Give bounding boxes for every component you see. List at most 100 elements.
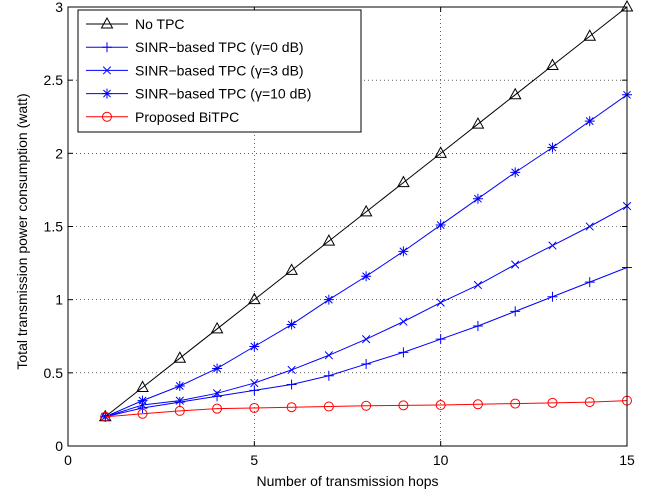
x-tick-label: 10: [433, 452, 449, 468]
data-point: [173, 351, 187, 363]
data-point: [286, 402, 297, 413]
data-point: [324, 351, 334, 360]
data-point: [398, 347, 409, 358]
ticks: 0 5 10 15 0 0.5 1 1.5 2 2.5 3: [44, 0, 635, 468]
legend-item: No TPC: [86, 16, 185, 32]
data-point: [547, 291, 558, 302]
legend-marker: [102, 111, 112, 122]
data-point: [585, 222, 594, 231]
data-point: [249, 402, 260, 413]
y-tick-label: 3: [55, 0, 63, 15]
x-tick-label: 5: [250, 452, 258, 468]
data-point: [174, 397, 185, 408]
data-point: [287, 365, 296, 375]
data-point: [398, 246, 409, 257]
data-point: [136, 380, 149, 392]
data-point: [359, 204, 373, 217]
legend-label: No TPC: [135, 16, 185, 32]
data-point: [510, 167, 521, 178]
series-line: [105, 205, 628, 418]
series-line: [105, 400, 628, 418]
legend-item: SINR−based TPC (γ=3 dB): [86, 62, 304, 78]
y-axis-label: Total transmission power consumption (wa…: [14, 93, 30, 369]
data-point: [472, 193, 483, 204]
data-point: [285, 263, 298, 275]
series-x: [101, 201, 632, 421]
data-point: [436, 298, 445, 307]
series-triangle: [98, 0, 634, 422]
data-point: [361, 335, 371, 344]
series-line: [105, 267, 628, 418]
data-point: [247, 292, 261, 305]
data-point: [397, 175, 410, 188]
data-point: [547, 142, 558, 153]
data-point: [175, 396, 184, 405]
series-line: [104, 6, 628, 418]
data-point: [212, 389, 222, 398]
data-point: [471, 117, 485, 129]
data-point: [210, 321, 224, 334]
data-point: [323, 370, 334, 381]
legend-label: SINR−based TPC (γ=10 dB): [135, 86, 311, 102]
data-point: [361, 359, 372, 370]
legend-label: Proposed BiTPC: [135, 109, 239, 125]
data-point: [323, 294, 334, 305]
data-point: [361, 400, 372, 411]
legend-label: SINR−based TPC (γ=3 dB): [135, 62, 304, 78]
data-point: [434, 146, 448, 158]
series-star: [100, 89, 632, 422]
y-tick-label: 2: [55, 145, 63, 161]
x-axis-label: Number of transmission hops: [256, 473, 438, 489]
data-point: [137, 395, 148, 406]
data-point: [100, 411, 111, 422]
legend-label: SINR−based TPC (γ=0 dB): [135, 39, 304, 55]
legend: No TPC SINR−based TPC (γ=0 dB) SINR−based …: [77, 9, 362, 133]
data-point: [137, 408, 148, 419]
legend-item: SINR−based TPC (γ=0 dB): [86, 39, 304, 55]
data-point: [473, 280, 483, 290]
legend-box: [77, 9, 362, 133]
data-point: [547, 397, 558, 408]
data-point: [174, 405, 185, 416]
data-point: [322, 234, 336, 246]
data-point: [249, 341, 260, 352]
y-tick-label: 1: [55, 292, 63, 308]
legend-marker: [100, 16, 114, 29]
legend-marker: [102, 88, 112, 99]
y-tick-label: 0.5: [44, 365, 64, 381]
legend-item: SINR−based TPC (γ=10 dB): [86, 86, 311, 102]
data-point: [250, 378, 259, 388]
data-point: [323, 401, 334, 412]
y-tick-label: 0: [55, 438, 63, 454]
data-point: [584, 277, 595, 288]
data-point: [472, 399, 483, 410]
y-tick-label: 2.5: [44, 72, 64, 88]
data-point: [435, 220, 446, 231]
data-point: [472, 321, 483, 332]
data-point: [286, 319, 297, 330]
data-point: [435, 334, 446, 345]
data-point: [584, 116, 595, 127]
data-point: [511, 260, 520, 269]
data-point: [508, 87, 522, 100]
data-point: [174, 381, 185, 392]
data-point: [546, 58, 559, 71]
legend-marker: [102, 66, 112, 75]
data-point: [212, 363, 223, 374]
legend-item: Proposed BiTPC: [86, 109, 239, 125]
data-point: [398, 400, 409, 411]
data-point: [361, 271, 372, 282]
data-point: [548, 241, 557, 250]
data-point: [286, 379, 297, 390]
data-point: [249, 385, 260, 396]
data-point: [435, 400, 446, 411]
data-point: [510, 398, 521, 409]
data-point: [583, 29, 597, 41]
y-tick-label: 1.5: [44, 219, 64, 235]
x-tick-label: 0: [64, 452, 72, 468]
data-point: [212, 403, 223, 414]
data-point: [399, 317, 408, 326]
data-point: [510, 306, 521, 317]
data-point: [584, 397, 595, 408]
